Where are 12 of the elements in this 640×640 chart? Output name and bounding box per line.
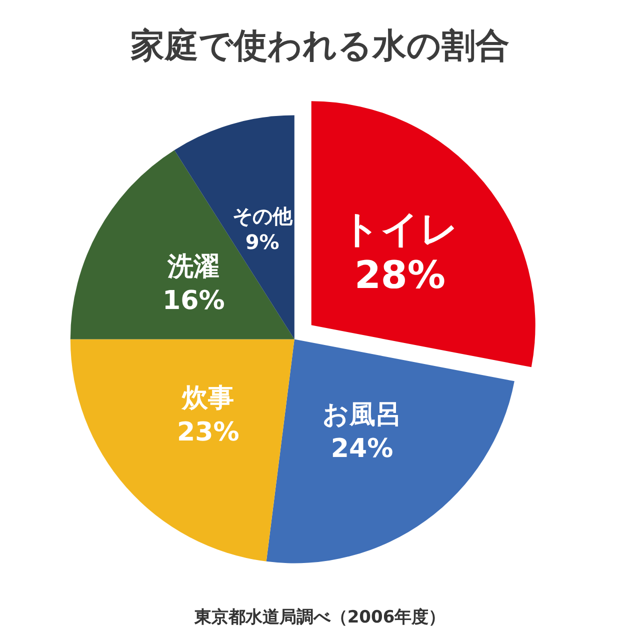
data-label: 24%: [330, 434, 394, 464]
slice-label: 洗濯: [166, 252, 220, 282]
slice-label: 炊事: [181, 383, 234, 414]
slice-label: その他: [232, 204, 294, 228]
slice-label: トイレ: [341, 206, 458, 251]
text: 東京都水道局調べ（2006年度）: [193, 608, 446, 628]
slice-label: お風呂: [322, 400, 402, 430]
data-label: 28%: [354, 252, 446, 297]
data-label: 16%: [162, 286, 225, 316]
chart-title: 家庭で使われる水の割合: [130, 26, 510, 66]
data-label: 23%: [177, 417, 240, 448]
data-label: 9%: [245, 230, 280, 254]
